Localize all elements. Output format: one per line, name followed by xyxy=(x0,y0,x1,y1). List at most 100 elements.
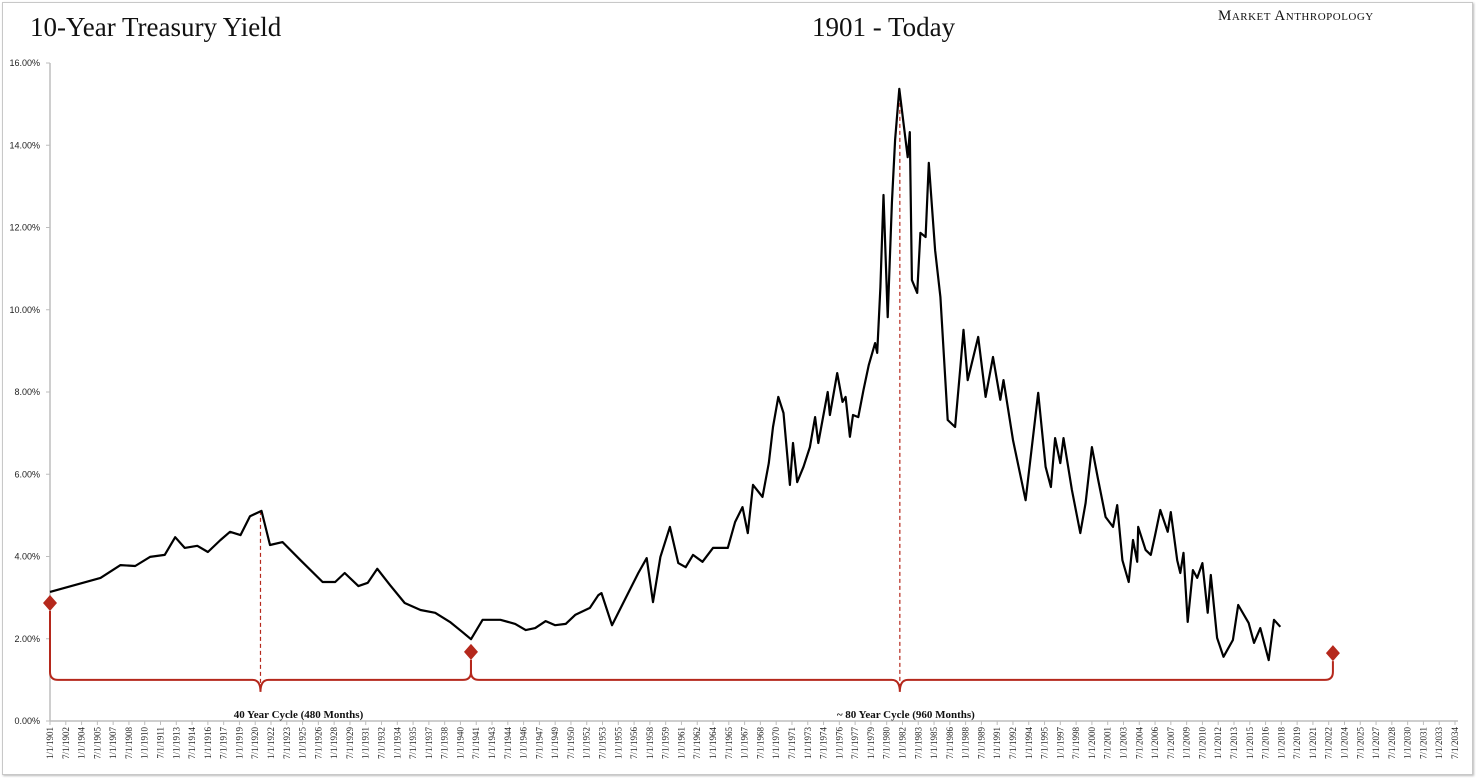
x-tick-label: 7/1/1914 xyxy=(187,727,197,760)
x-tick-label: 1/1/2000 xyxy=(1087,727,1097,760)
x-tick-label: 7/1/1956 xyxy=(629,727,639,760)
x-tick-label: 1/1/2006 xyxy=(1150,727,1160,760)
x-tick-label: 1/1/1910 xyxy=(140,727,150,760)
x-tick-label: 7/1/1983 xyxy=(913,727,923,760)
x-tick-label: 1/1/2012 xyxy=(1213,727,1223,759)
cycle-label: ~ 80 Year Cycle (960 Months) xyxy=(837,709,975,721)
x-tick-label: 1/1/1982 xyxy=(897,727,907,759)
cycle-diamond-marker xyxy=(1325,645,1340,662)
x-tick-label: 1/1/2024 xyxy=(1339,727,1349,760)
x-tick-label: 1/1/1997 xyxy=(1055,727,1065,760)
x-tick-label: 7/1/1926 xyxy=(313,727,323,760)
x-tick-label: 1/1/1967 xyxy=(740,727,750,760)
x-tick-label: 7/1/1953 xyxy=(598,727,608,760)
y-tick-label: 10.00% xyxy=(9,305,40,315)
x-tick-label: 1/1/1934 xyxy=(392,727,402,760)
x-tick-label: 1/1/1925 xyxy=(298,727,308,760)
x-tick-label: 7/1/1941 xyxy=(471,727,481,759)
x-tick-label: 1/1/1964 xyxy=(708,727,718,760)
x-tick-label: 1/1/1949 xyxy=(550,727,560,760)
x-tick-label: 1/1/2021 xyxy=(1308,727,1318,759)
x-tick-label: 1/1/2030 xyxy=(1403,727,1413,760)
x-tick-label: 1/1/2033 xyxy=(1434,727,1444,760)
x-tick-label: 7/1/1971 xyxy=(787,727,797,759)
x-tick-label: 7/1/1965 xyxy=(724,727,734,760)
brand-logo: Market Anthropology xyxy=(1218,8,1374,24)
x-tick-label: 1/1/2003 xyxy=(1118,727,1128,760)
yield-series-line xyxy=(49,87,1282,662)
cycle-brace xyxy=(469,659,1334,692)
x-tick-label: 7/1/2019 xyxy=(1292,727,1302,760)
x-tick-label: 7/1/1905 xyxy=(92,727,102,760)
cycle-diamond-marker xyxy=(43,594,57,611)
x-tick-label: 1/1/1994 xyxy=(1024,727,1034,760)
y-tick-label: 16.00% xyxy=(9,58,40,68)
x-tick-label: 1/1/1958 xyxy=(645,727,655,760)
x-tick-label: 7/1/1947 xyxy=(534,727,544,760)
x-tick-label: 7/1/1986 xyxy=(945,727,955,760)
x-tick-label: 1/1/1946 xyxy=(519,727,529,760)
x-tick-label: 7/1/1935 xyxy=(408,727,418,760)
x-tick-label: 7/1/1995 xyxy=(1040,727,1050,760)
x-tick-label: 7/1/1911 xyxy=(156,727,166,759)
x-tick-label: 7/1/1908 xyxy=(124,727,134,760)
x-tick-label: 7/1/1923 xyxy=(282,727,292,760)
x-tick-label: 7/1/1968 xyxy=(755,727,765,760)
x-tick-label: 1/1/1928 xyxy=(329,727,339,760)
x-tick-label: 7/1/1932 xyxy=(377,727,387,759)
x-tick-label: 7/1/2031 xyxy=(1418,727,1428,759)
x-tick-label: 1/1/1904 xyxy=(77,727,87,760)
x-tick-label: 1/1/1943 xyxy=(487,727,497,760)
x-tick-label: 7/1/1950 xyxy=(566,727,576,760)
x-tick-label: 1/1/1991 xyxy=(992,727,1002,759)
x-tick-label: 7/1/1929 xyxy=(345,727,355,760)
x-tick-label: 1/1/1952 xyxy=(582,727,592,759)
cycle-brace xyxy=(49,610,472,692)
y-tick-label: 4.00% xyxy=(14,552,40,562)
x-tick-label: 1/1/1985 xyxy=(929,727,939,760)
x-tick-label: 1/1/2009 xyxy=(1182,727,1192,760)
x-tick-label: 1/1/1961 xyxy=(676,727,686,759)
chart-title: 10-Year Treasury Yield xyxy=(30,12,282,42)
y-tick-label: 2.00% xyxy=(14,634,40,644)
x-tick-label: 1/1/1973 xyxy=(803,727,813,760)
y-tick-label: 8.00% xyxy=(14,387,40,397)
x-tick-label: 7/1/2025 xyxy=(1355,727,1365,760)
x-tick-label: 1/1/2018 xyxy=(1276,727,1286,760)
chart-subtitle: 1901 - Today xyxy=(812,12,956,42)
x-tick-label: 1/1/1940 xyxy=(455,727,465,760)
y-tick-label: 0.00% xyxy=(14,716,40,726)
y-tick-label: 14.00% xyxy=(9,140,40,150)
x-tick-label: 7/1/1998 xyxy=(1071,727,1081,760)
cycle-diamond-marker xyxy=(463,643,478,660)
y-tick-label: 6.00% xyxy=(14,469,40,479)
x-tick-label: 7/1/2001 xyxy=(1103,727,1113,759)
y-tick-label: 12.00% xyxy=(9,223,40,233)
x-tick-label: 7/1/2022 xyxy=(1324,727,1334,759)
x-tick-label: 1/1/1988 xyxy=(961,727,971,760)
x-tick-label: 1/1/2015 xyxy=(1245,727,1255,760)
x-tick-label: 7/1/2034 xyxy=(1450,727,1460,760)
x-tick-label: 1/1/1907 xyxy=(108,727,118,760)
x-tick-label: 7/1/1977 xyxy=(850,727,860,760)
x-tick-label: 1/1/1919 xyxy=(234,727,244,760)
x-tick-label: 1/1/1976 xyxy=(834,727,844,760)
x-tick-label: 1/1/1937 xyxy=(424,727,434,760)
x-tick-label: 1/1/1970 xyxy=(771,727,781,760)
x-tick-label: 7/1/1974 xyxy=(819,727,829,760)
x-tick-label: 7/1/1917 xyxy=(219,727,229,760)
x-tick-label: 7/1/1920 xyxy=(250,727,260,760)
x-tick-label: 7/1/2028 xyxy=(1387,727,1397,760)
cycle-label: 40 Year Cycle (480 Months) xyxy=(234,709,364,721)
x-tick-label: 7/1/2016 xyxy=(1261,727,1271,760)
x-tick-label: 1/1/1913 xyxy=(171,727,181,760)
x-tick-label: 7/1/2007 xyxy=(1166,727,1176,760)
x-tick-label: 7/1/1938 xyxy=(440,727,450,760)
x-tick-label: 7/1/1944 xyxy=(503,727,513,760)
x-tick-label: 7/1/1992 xyxy=(1008,727,1018,759)
x-tick-label: 1/1/1931 xyxy=(361,727,371,759)
x-tick-label: 7/1/1902 xyxy=(61,727,71,759)
x-tick-label: 1/1/1955 xyxy=(613,727,623,760)
